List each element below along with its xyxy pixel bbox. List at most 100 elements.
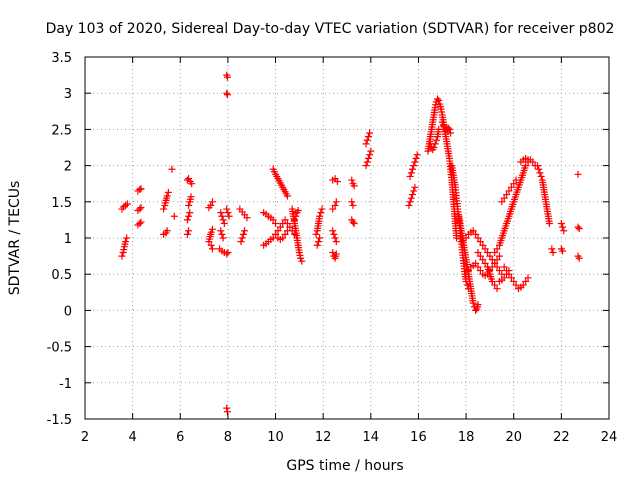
data-point [291, 216, 299, 224]
data-point [218, 212, 226, 220]
data-point [329, 248, 337, 256]
data-point [294, 206, 302, 214]
data-point [512, 281, 520, 289]
y-tick-label: -1 [59, 377, 72, 392]
data-point [444, 124, 452, 132]
data-point [559, 247, 567, 255]
data-point [409, 165, 416, 173]
y-axis-label: SDTVAR / TECUs [7, 181, 23, 296]
data-point [292, 212, 300, 220]
data-point [186, 209, 194, 217]
y-tick-label: 3 [64, 87, 72, 102]
x-tick-label: 14 [363, 430, 380, 445]
data-point [469, 299, 477, 307]
x-tick-label: 4 [128, 430, 136, 445]
data-point [366, 151, 374, 159]
data-point [286, 223, 294, 231]
data-point [188, 180, 196, 188]
data-point [462, 270, 470, 278]
y-tick-label: 3.5 [51, 51, 72, 66]
data-point [462, 234, 470, 242]
data-point [269, 216, 277, 224]
grid [85, 57, 609, 419]
data-point [223, 89, 231, 97]
data-point [225, 212, 233, 220]
data-point [469, 227, 477, 235]
x-tick-label: 20 [505, 430, 522, 445]
data-point [136, 205, 144, 213]
data-point [500, 274, 508, 282]
data-point [350, 182, 358, 190]
data-point [313, 241, 321, 249]
data-point [223, 404, 231, 412]
data-point [409, 191, 416, 199]
data-point [137, 218, 145, 226]
data-point [491, 281, 499, 289]
data-point [366, 129, 374, 137]
data-point [430, 144, 438, 151]
data-point [164, 188, 172, 196]
data-point [535, 165, 543, 173]
data-point [187, 193, 195, 201]
data-point [118, 252, 126, 260]
data-point [405, 201, 413, 209]
data-point [560, 227, 568, 235]
data-point [219, 234, 227, 242]
data-point [123, 200, 131, 208]
data-point [507, 274, 515, 282]
data-point [237, 238, 245, 246]
data-point [207, 201, 215, 209]
data-point [348, 176, 356, 184]
data-point [348, 198, 356, 206]
data-point [238, 234, 246, 242]
data-point [434, 95, 442, 103]
data-point [410, 162, 418, 170]
data-point [498, 198, 506, 206]
y-tick-label: 1.5 [51, 196, 72, 211]
data-point [364, 133, 372, 141]
data-point [362, 162, 370, 170]
data-point [537, 172, 545, 180]
data-point [283, 220, 291, 228]
data-point [407, 194, 415, 202]
data-point [447, 129, 455, 137]
data-point [288, 227, 296, 235]
data-point [479, 241, 487, 249]
data-point [548, 245, 556, 253]
data-point [575, 254, 583, 262]
data-point [364, 154, 372, 162]
data-point [163, 192, 171, 200]
data-point [208, 225, 216, 233]
data-point [224, 209, 232, 217]
data-point [519, 281, 527, 289]
data-point [522, 277, 530, 285]
data-point [363, 136, 371, 144]
data-point [505, 187, 513, 195]
data-point [291, 230, 299, 238]
data-point [330, 230, 338, 238]
data-point [314, 238, 322, 246]
data-point [136, 185, 144, 193]
x-tick-label: 12 [315, 430, 332, 445]
data-point [438, 118, 446, 126]
y-tick-labels: -1.5 -1 -0.5 0 0.5 1 1.5 2 2.5 3 3.5 [47, 51, 72, 428]
x-tick-label: 16 [410, 430, 427, 445]
data-point [183, 216, 191, 224]
data-point [272, 220, 280, 228]
data-point [207, 241, 215, 249]
x-tick-label: 6 [176, 430, 184, 445]
data-point [524, 274, 532, 282]
data-point [464, 267, 472, 275]
data-point [549, 248, 557, 256]
y-tick-label: 0 [64, 304, 72, 319]
data-point [488, 277, 496, 285]
data-point [476, 238, 484, 246]
data-point [329, 227, 337, 235]
data-point [362, 140, 370, 148]
data-point [123, 234, 131, 242]
data-point [185, 201, 193, 209]
data-point [332, 238, 340, 246]
data-point [281, 216, 289, 224]
data-point [316, 234, 324, 242]
